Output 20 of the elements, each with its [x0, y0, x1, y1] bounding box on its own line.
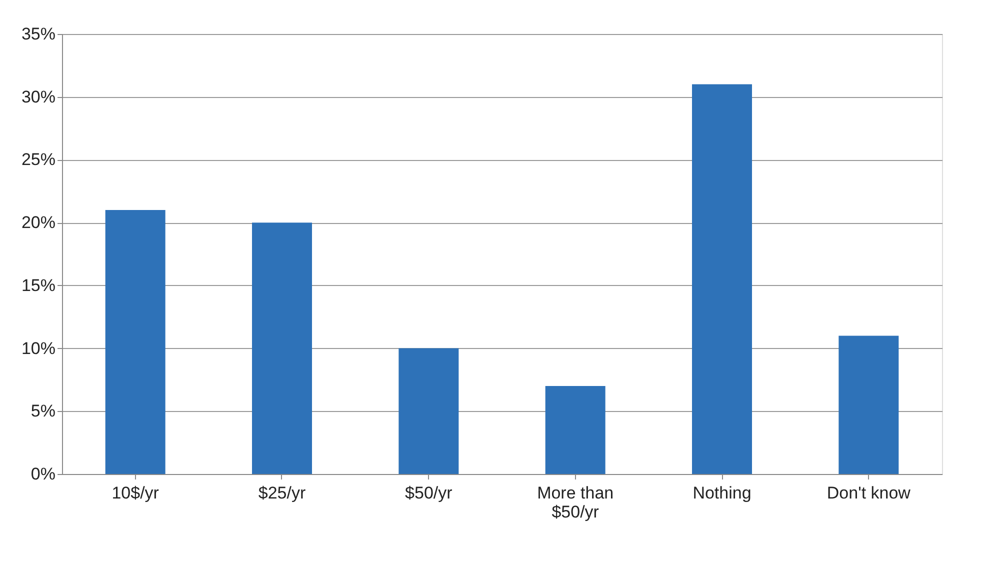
bar — [545, 386, 606, 474]
y-tick-label: 10% — [21, 338, 56, 358]
x-tick-label: Nothing — [692, 484, 752, 502]
y-tick-label: 25% — [21, 150, 56, 170]
bar — [252, 222, 312, 474]
bar — [398, 348, 459, 474]
y-tick-label: 0% — [30, 464, 56, 484]
y-tick-label: 35% — [21, 24, 56, 44]
x-tick-label: $25/yr — [258, 484, 306, 502]
y-tick-label: 30% — [21, 87, 56, 106]
bar — [692, 84, 752, 474]
x-tick-label: $50/yr — [405, 484, 453, 502]
bar — [838, 336, 899, 474]
bar — [105, 210, 166, 474]
x-tick-label: More than $50/yr — [537, 484, 614, 522]
x-tick-label: 10$/yr — [112, 484, 160, 502]
x-tick-label: Don't know — [826, 484, 912, 502]
y-tick-label: 20% — [21, 213, 56, 232]
y-tick-label: 15% — [21, 276, 56, 295]
y-tick-label: 5% — [30, 402, 56, 421]
